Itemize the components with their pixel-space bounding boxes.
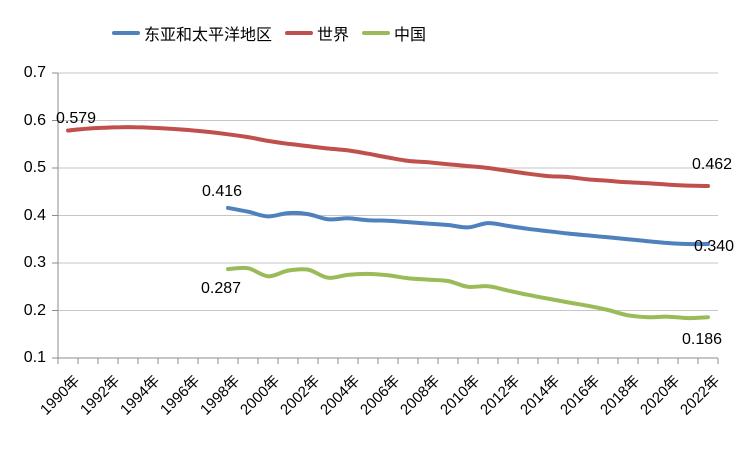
data-point-label: 0.416 — [202, 183, 243, 200]
chart-legend: 东亚和太平洋地区 世界 中国 — [112, 21, 426, 45]
y-axis-label: 0.1 — [23, 349, 46, 366]
legend-line-swatch-green — [362, 31, 391, 35]
legend-item-east-asia-pacific: 东亚和太平洋地区 — [112, 21, 272, 45]
y-axis-label: 0.3 — [23, 254, 46, 271]
legend-label: 世界 — [317, 27, 350, 44]
legend-label: 东亚和太平洋地区 — [144, 27, 273, 44]
legend-item-china: 中国 — [362, 21, 426, 45]
legend-label: 中国 — [394, 27, 427, 44]
y-axis-label: 0.7 — [23, 64, 46, 81]
legend-line-swatch-red — [285, 31, 314, 35]
data-point-label: 0.340 — [694, 238, 735, 255]
y-axis-label: 0.2 — [23, 301, 46, 319]
data-point-label: 0.186 — [682, 331, 723, 348]
series-line-china — [226, 265, 710, 321]
y-axis-label: 0.6 — [23, 111, 46, 129]
data-point-label: 0.287 — [201, 280, 242, 297]
series-line-world — [66, 125, 710, 188]
data-point-label: 0.462 — [692, 156, 733, 173]
y-axis-label: 0.4 — [23, 206, 46, 224]
data-point-label: 0.579 — [56, 110, 97, 127]
legend-item-world: 世界 — [285, 21, 349, 45]
legend-line-swatch-blue — [112, 31, 140, 35]
y-axis-label: 0.5 — [23, 159, 46, 176]
series-line-east-asia-pacific — [226, 205, 710, 247]
